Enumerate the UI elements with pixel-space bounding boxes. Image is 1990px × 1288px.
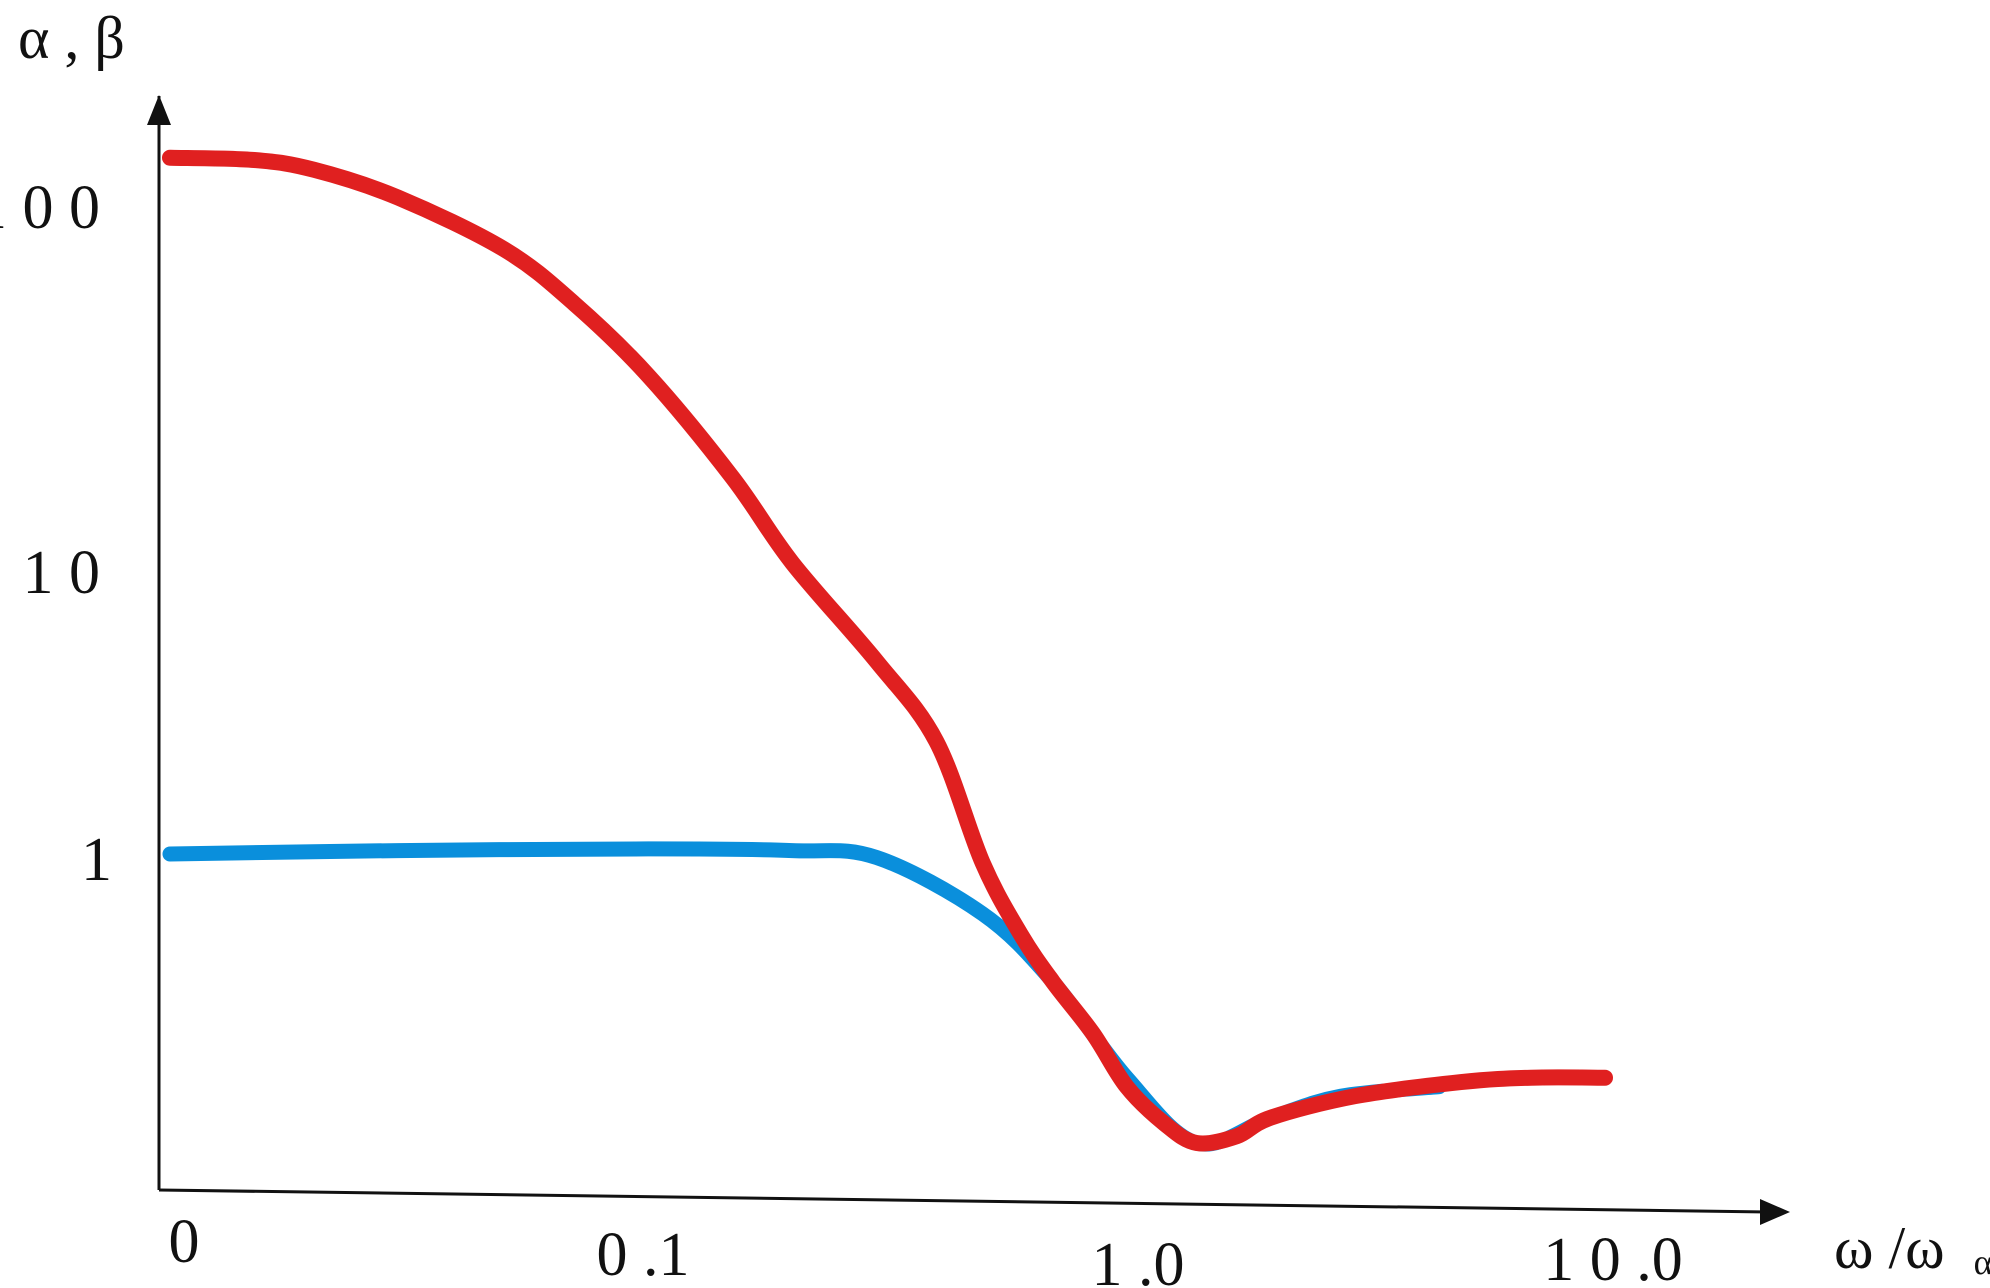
x-axis-label-subscript: α	[1974, 1242, 1990, 1282]
x-axis	[158, 1188, 1769, 1214]
x-axis-arrowhead	[1760, 1199, 1790, 1225]
x-tick-labels: 0 0 .1 1 .0 1 0 .0	[169, 1208, 1683, 1288]
series-line-1	[162, 841, 1447, 1152]
series-layer	[162, 149, 1613, 1152]
x-tick-label: 0	[169, 1208, 200, 1276]
y-axis-label: α , β	[18, 5, 125, 71]
x-tick-label: 0 .1	[597, 1221, 690, 1288]
y-tick-label: 1	[81, 826, 112, 894]
y-tick-label: 1 0	[23, 539, 101, 607]
y-tick-labels: 1 0 0 1 0 1	[0, 174, 112, 894]
axes	[147, 95, 1790, 1225]
x-tick-label: 1 .0	[1092, 1231, 1185, 1288]
x-axis-label-main: ω /ω	[1834, 1215, 1945, 1281]
y-tick-label: 1 0 0	[0, 174, 100, 242]
x-tick-label: 1 0 .0	[1543, 1226, 1683, 1288]
y-axis-arrowhead	[147, 95, 171, 125]
series-line-2	[162, 149, 1613, 1152]
x-axis-label: ω /ω α	[1834, 1215, 1990, 1282]
